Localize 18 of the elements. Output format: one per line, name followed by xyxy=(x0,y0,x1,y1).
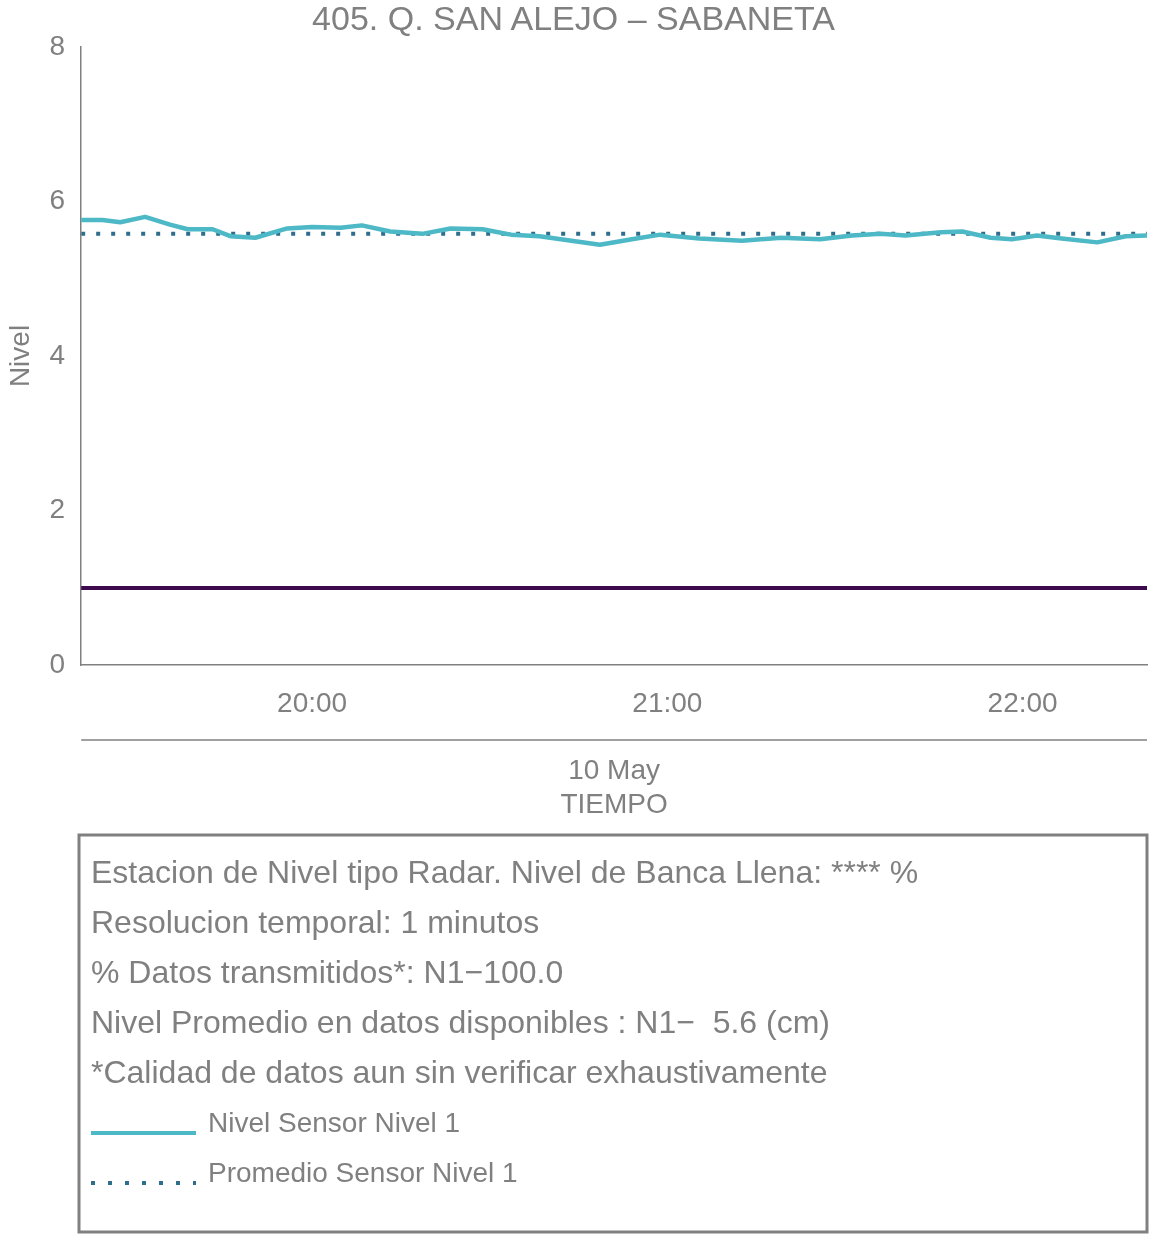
x-axis-title: 10 May TIEMPO xyxy=(560,754,668,819)
y-axis-title: Nivel xyxy=(3,324,35,388)
y-tick-label: 2 xyxy=(49,493,66,525)
legend-label: Nivel Sensor Nivel 1 xyxy=(208,1106,461,1138)
x-tick-label: 22:00 xyxy=(987,686,1058,718)
text: Estacion de Nivel tipo Radar. Nivel de Banca Llena: **** % xyxy=(91,853,919,890)
y-tick-label: 8 xyxy=(49,29,66,61)
chart-title: 405. Q. SAN ALEJO – SABANETA xyxy=(312,0,836,37)
text: % Datos transmitidos*: N1−100.0 xyxy=(91,953,564,990)
legend-label: Promedio Sensor Nivel 1 xyxy=(208,1156,518,1188)
text: *Calidad de datos aun sin verificar exhaustivamente xyxy=(91,1053,828,1090)
y-tick-label: 6 xyxy=(49,184,66,216)
text: Resolucion temporal: 1 minutos xyxy=(91,903,540,940)
y-tick-label: 0 xyxy=(49,647,66,679)
x-tick-label: 20:00 xyxy=(277,686,348,718)
text: Nivel Promedio en datos disponibles : N1− 5.6 (cm) xyxy=(91,1003,831,1040)
y-tick-label: 4 xyxy=(49,338,66,370)
x-tick-label: 21:00 xyxy=(632,686,703,718)
